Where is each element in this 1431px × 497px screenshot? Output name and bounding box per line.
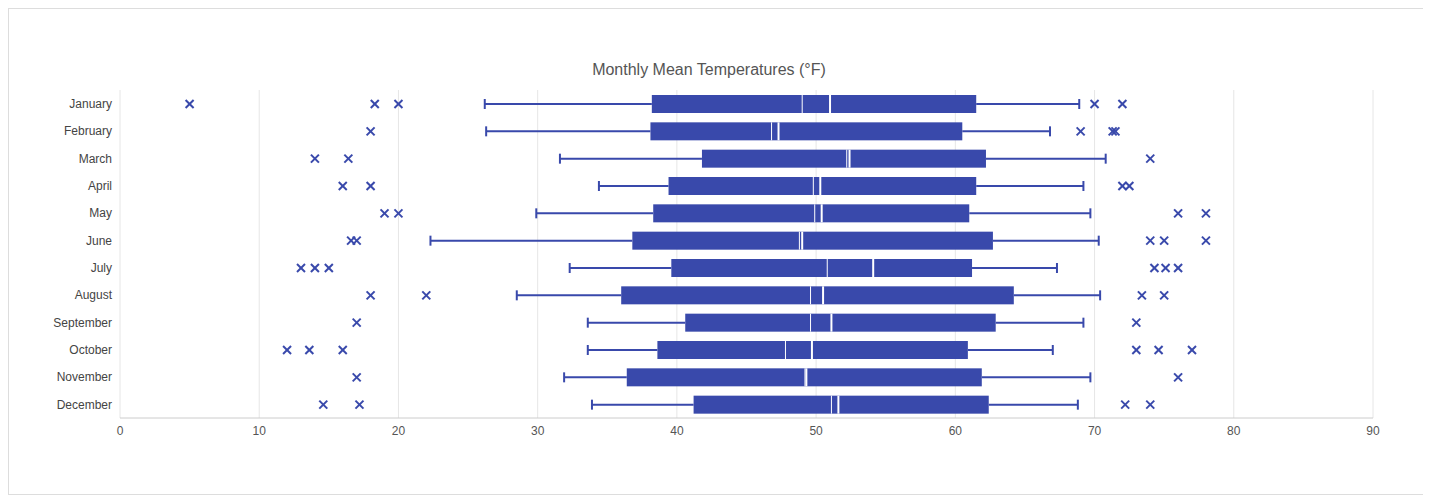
svg-text:December: December xyxy=(57,398,112,412)
svg-text:40: 40 xyxy=(670,424,684,438)
svg-text:July: July xyxy=(91,261,112,275)
html-text:Monthly Mean Temperatures (°F): Monthly Mean Temperatures (°F) xyxy=(592,61,826,78)
svg-text:30: 30 xyxy=(531,424,545,438)
svg-text:0: 0 xyxy=(117,424,124,438)
svg-text:10: 10 xyxy=(253,424,267,438)
svg-text:September: September xyxy=(53,316,112,330)
svg-text:20: 20 xyxy=(392,424,406,438)
svg-text:70: 70 xyxy=(1088,424,1102,438)
svg-text:February: February xyxy=(64,124,112,138)
svg-text:May: May xyxy=(89,206,112,220)
svg-text:50: 50 xyxy=(809,424,823,438)
svg-text:August: August xyxy=(75,288,113,302)
svg-text:March: March xyxy=(79,152,112,166)
svg-text:October: October xyxy=(69,343,112,357)
svg-text:80: 80 xyxy=(1227,424,1241,438)
svg-text:April: April xyxy=(88,179,112,193)
svg-text:January: January xyxy=(69,97,112,111)
svg-text:90: 90 xyxy=(1366,424,1380,438)
svg-text:60: 60 xyxy=(949,424,963,438)
svg-text:June: June xyxy=(86,234,112,248)
svg-text:November: November xyxy=(57,370,112,384)
